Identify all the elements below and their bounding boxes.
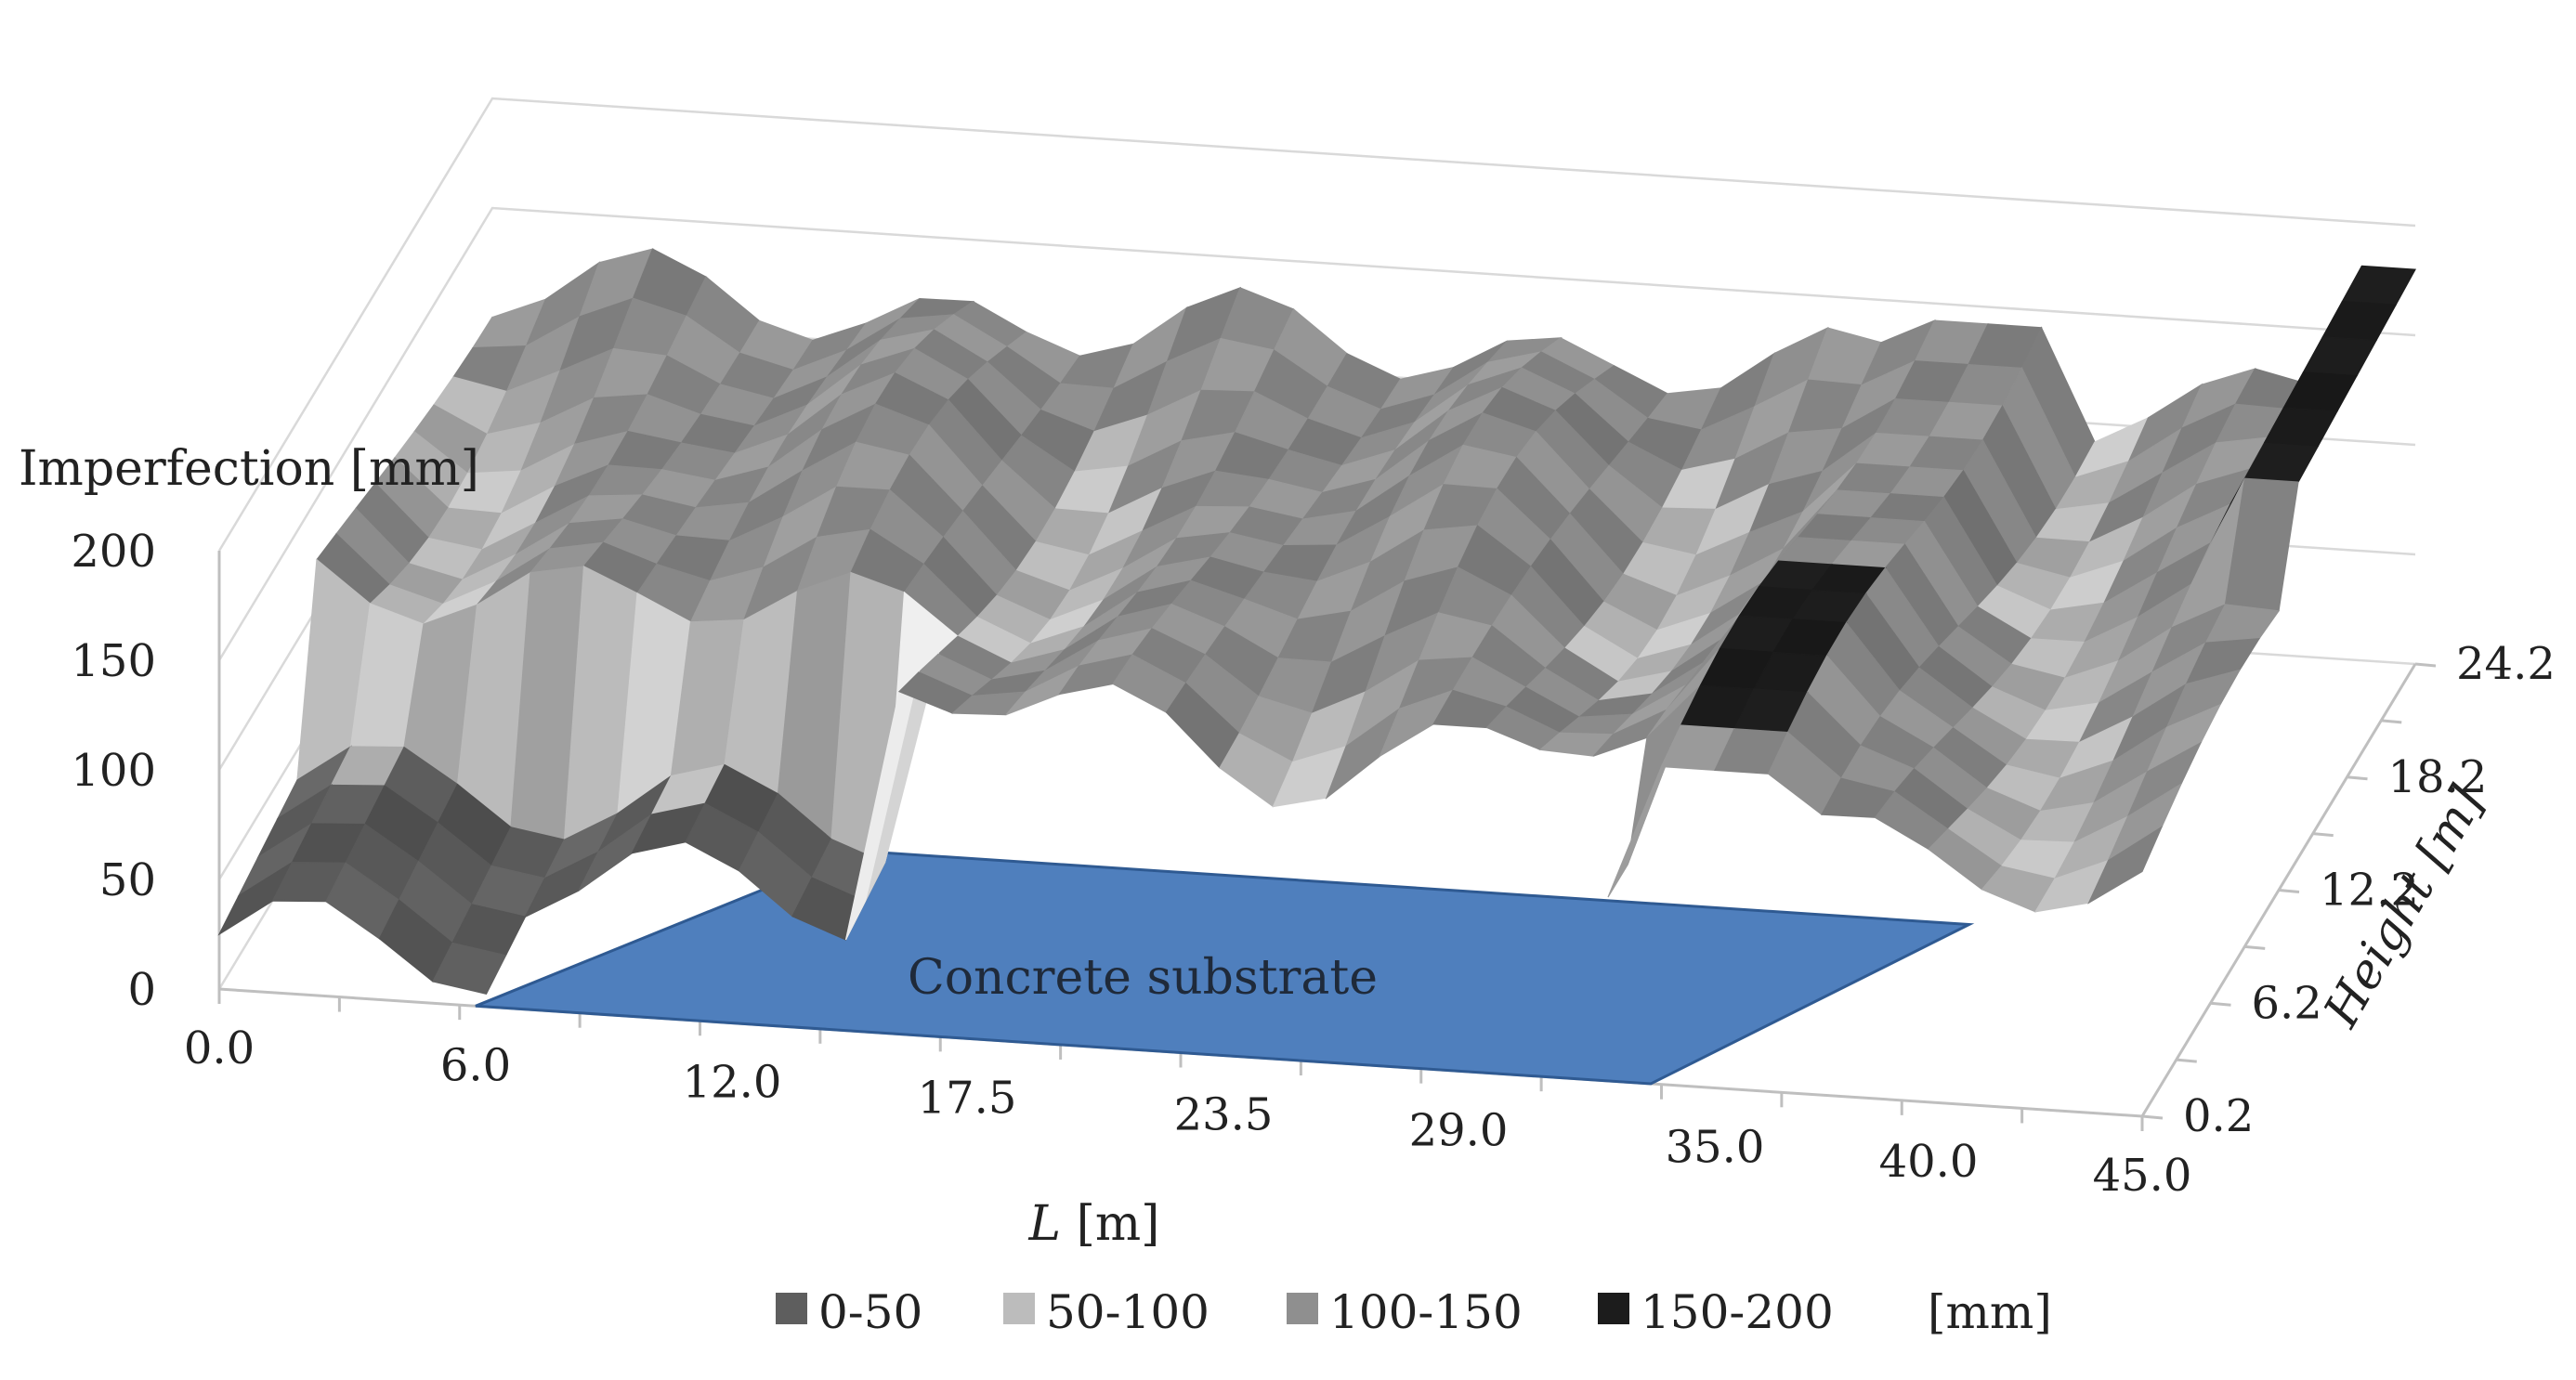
z-tick-label: 50 (99, 854, 156, 906)
z-tick-label: 150 (71, 635, 156, 687)
x-axis-title-symbol: L (1028, 1196, 1062, 1252)
z-tick-label: 200 (71, 526, 156, 578)
legend-label: 100-150 (1329, 1285, 1523, 1339)
y-tick-mark (2414, 662, 2437, 668)
legend-unit: [mm] (1928, 1285, 2052, 1339)
x-tick-label: 17.5 (918, 1072, 1017, 1124)
y-tick-mark (2381, 719, 2402, 724)
x-tick-label: 0.0 (184, 1022, 255, 1074)
surface-patch (432, 942, 507, 995)
legend-label: 0-50 (818, 1285, 922, 1339)
surface-patch (2087, 826, 2164, 905)
legend-swatch (1287, 1293, 1318, 1324)
x-tick-label: 6.0 (440, 1039, 511, 1091)
y-tick-mark (2278, 889, 2300, 893)
x-tick-label: 35.0 (1666, 1122, 1765, 1174)
y-tick-mark (2141, 1114, 2164, 1120)
x-axis-title-unit: [m] (1061, 1196, 1159, 1252)
x-axis-title: L [m] (1028, 1196, 1160, 1252)
surface-patch (2321, 300, 2397, 342)
surface-patch (2302, 336, 2377, 377)
x-tick-label: 40.0 (1879, 1136, 1979, 1188)
legend-swatch (776, 1293, 807, 1324)
surface-patch (2341, 265, 2416, 306)
y-tick-label: 24.2 (2456, 638, 2556, 690)
y-tick-mark (2176, 1058, 2197, 1063)
z-tick-label: 100 (71, 745, 156, 797)
legend-swatch (1003, 1293, 1035, 1324)
y-tick-label: 18.2 (2388, 751, 2488, 803)
x-tick-label: 23.5 (1174, 1089, 1274, 1141)
gridline-150 (217, 206, 2416, 661)
legend-label: 50-100 (1046, 1285, 1210, 1339)
y-tick-mark (2244, 944, 2266, 950)
y-tick-label: 12.2 (2320, 865, 2419, 917)
x-tick-label: 12.0 (683, 1057, 782, 1109)
surface-patch (2282, 371, 2358, 412)
y-tick-mark (2210, 1001, 2231, 1007)
gridline-200 (217, 97, 2416, 552)
x-tick-label: 45.0 (2093, 1150, 2192, 1202)
legend-label: 150-200 (1641, 1285, 1834, 1339)
concrete-substrate-label: Concrete substrate (908, 950, 1378, 1006)
y-tick-label: 6.2 (2252, 977, 2322, 1029)
x-tick-label: 29.0 (1409, 1104, 1509, 1156)
legend-swatch (1598, 1293, 1629, 1324)
z-axis-title: Imperfection [mm] (19, 441, 479, 497)
z-tick-label: 0 (127, 964, 156, 1016)
y-tick-mark (2312, 832, 2334, 838)
y-tick-label: 0.2 (2183, 1090, 2254, 1142)
y-tick-mark (2347, 775, 2368, 781)
